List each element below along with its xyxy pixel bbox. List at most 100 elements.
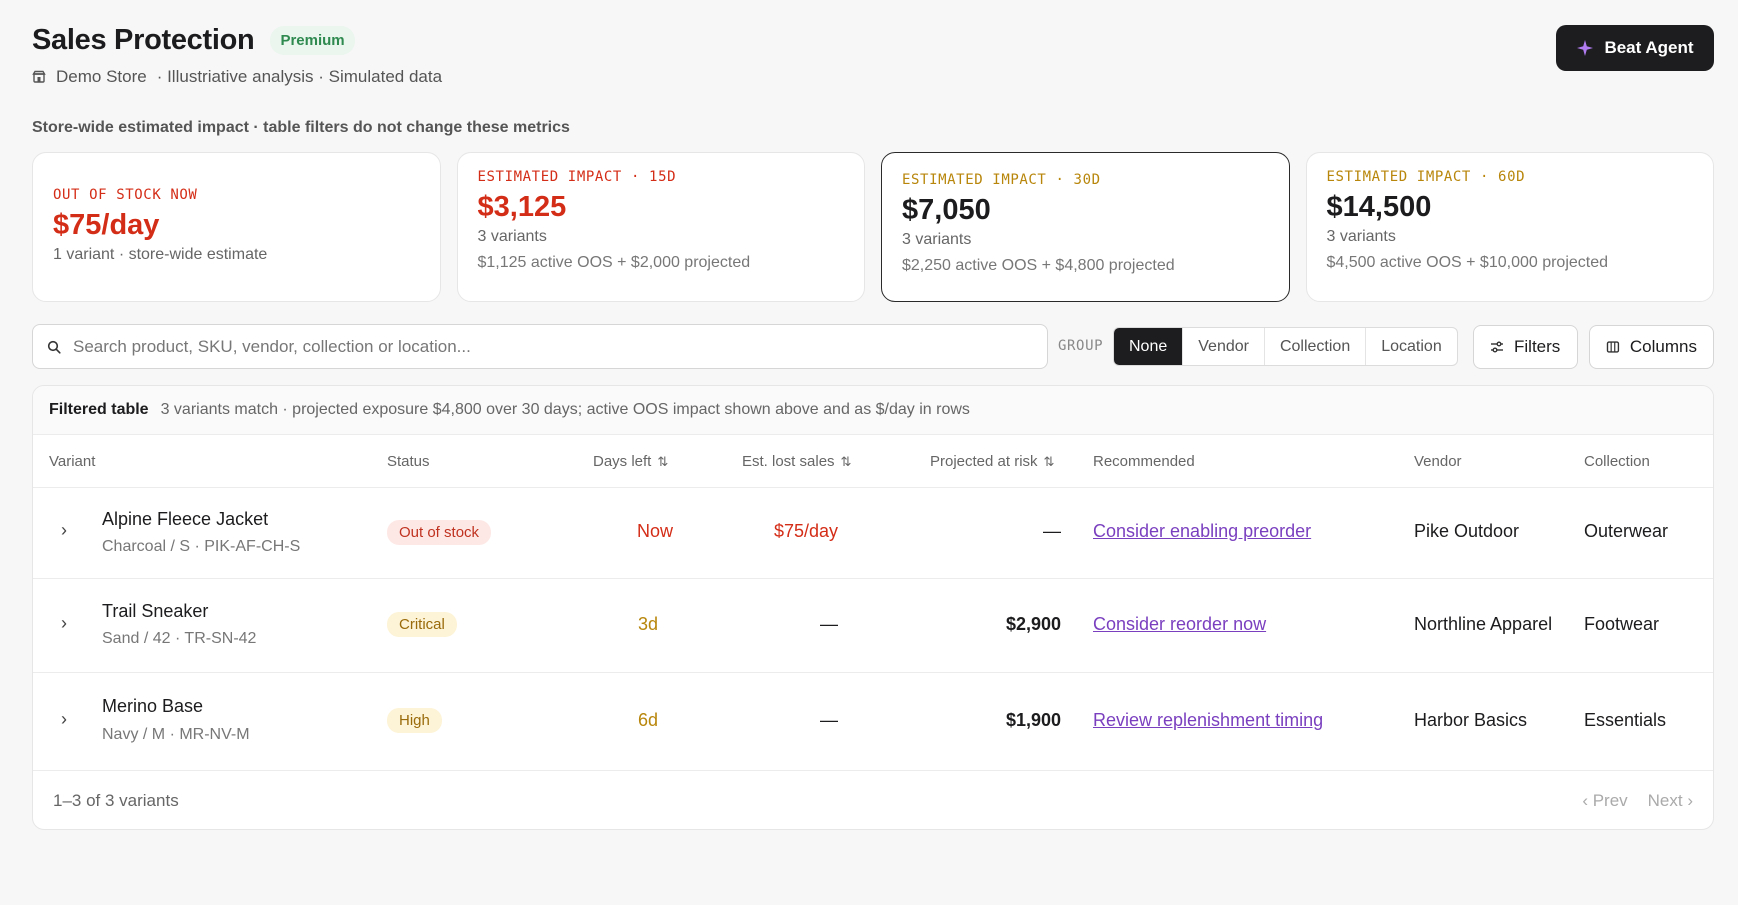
variant-sku: Charcoal / S · PIK-AF-CH-S [102, 538, 301, 555]
col-collection: Collection [1584, 453, 1650, 470]
table-row[interactable]: › Alpine Fleece Jacket Charcoal / S · PI… [33, 488, 1713, 579]
group-option-collection[interactable]: Collection [1263, 328, 1365, 365]
card-breakdown: $1,125 active OOS + $2,000 projected [477, 254, 751, 271]
status-badge: Out of stock [387, 520, 492, 545]
premium-badge: Premium [270, 26, 355, 55]
card-sub: 3 variants [1326, 228, 1396, 245]
card-breakdown: $2,250 active OOS + $4,800 projected [902, 257, 1175, 274]
days-left: Now [636, 521, 673, 541]
est-lost-sales: — [820, 710, 838, 730]
card-label: OUT OF STOCK NOW [53, 187, 198, 203]
chevron-right-icon[interactable]: › [61, 709, 67, 729]
table-title: Filtered table [49, 401, 149, 418]
collection: Outerwear [1584, 521, 1669, 541]
search-icon [47, 340, 61, 354]
projected-at-risk: — [1043, 521, 1061, 541]
col-days-left[interactable]: Days left ⇅ [593, 453, 669, 470]
vendor: Harbor Basics [1414, 710, 1528, 730]
table-header: Variant Status Days left ⇅ Est. lost sale… [33, 435, 1713, 488]
page-subtitle: Demo Store · Illustriative analysis · Si… [32, 67, 1714, 87]
col-est-lost-sales[interactable]: Est. lost sales ⇅ [742, 453, 852, 470]
table-row[interactable]: › Merino Base Navy / M · MR-NV-M High 6d… [33, 673, 1713, 771]
est-lost-sales: — [820, 614, 838, 634]
store-icon [32, 70, 46, 83]
variant-sku: Navy / M · MR-NV-M [102, 726, 250, 743]
col-status: Status [387, 453, 430, 470]
col-recommended: Recommended [1093, 453, 1195, 470]
col-vendor: Vendor [1414, 453, 1462, 470]
card-value: $7,050 [902, 194, 991, 226]
metrics-note: Store-wide estimated impact · table filt… [32, 119, 570, 136]
card-label: ESTIMATED IMPACT · 30D [902, 172, 1101, 188]
vendor: Pike Outdoor [1414, 521, 1520, 541]
metric-cards: OUT OF STOCK NOW $75/day 1 variant · sto… [32, 152, 1714, 302]
card-label: ESTIMATED IMPACT · 15D [477, 169, 677, 185]
chevron-right-icon[interactable]: › [61, 520, 67, 540]
beat-agent-label: Beat Agent [1604, 38, 1694, 57]
group-selector: None Vendor Collection Location [1113, 327, 1458, 366]
card-sub: 3 variants [477, 228, 547, 245]
card-value: $3,125 [477, 191, 567, 223]
columns-button[interactable]: Columns [1589, 325, 1714, 369]
card-breakdown: $4,500 active OOS + $10,000 projected [1326, 254, 1609, 271]
recommendation-link[interactable]: Consider enabling preorder [1093, 521, 1312, 541]
col-variant: Variant [49, 453, 96, 470]
variant-name: Trail Sneaker [102, 601, 209, 621]
beat-agent-button[interactable]: Beat Agent [1556, 25, 1714, 71]
est-lost-sales: $75/day [773, 521, 838, 541]
chevron-right-icon[interactable]: › [61, 613, 67, 633]
card-value: $75/day [53, 209, 160, 241]
col-projected-at-risk[interactable]: Projected at risk ⇅ [930, 453, 1055, 470]
metric-card-60d[interactable]: ESTIMATED IMPACT · 60D $14,500 3 variant… [1305, 152, 1714, 302]
next-page-button[interactable]: Next › [1647, 791, 1693, 810]
metric-card-oos[interactable]: OUT OF STOCK NOW $75/day 1 variant · sto… [32, 152, 441, 302]
search-input[interactable] [73, 336, 1033, 357]
page-header: Sales Protection Premium Demo Store · Il… [32, 24, 1714, 104]
days-left: 3d [637, 614, 658, 634]
vendor: Northline Apparel [1414, 614, 1553, 634]
filters-label: Filters [1514, 337, 1561, 356]
card-sub: 3 variants [902, 231, 972, 248]
projected-at-risk: $2,900 [1005, 614, 1061, 634]
sparkle-icon [1577, 40, 1594, 56]
group-label: GROUP [1058, 338, 1104, 354]
sort-icon: ⇅ [657, 453, 669, 469]
variant-sku: Sand / 42 · TR-SN-42 [102, 630, 257, 647]
group-option-vendor[interactable]: Vendor [1182, 328, 1264, 365]
variant-name: Alpine Fleece Jacket [102, 509, 269, 529]
pagination: ‹ Prev Next › [1582, 791, 1693, 811]
variants-table: Filtered table 3 variants match · projec… [32, 385, 1714, 830]
pagination-count: 1–3 of 3 variants [53, 791, 179, 810]
filters-button[interactable]: Filters [1473, 325, 1578, 369]
group-option-none[interactable]: None [1114, 328, 1183, 365]
table-summary: Filtered table 3 variants match · projec… [33, 386, 1713, 435]
card-sub: 1 variant · store-wide estimate [53, 246, 268, 263]
recommendation-link[interactable]: Review replenishment timing [1093, 710, 1324, 730]
card-value: $14,500 [1326, 191, 1432, 223]
table-footer: 1–3 of 3 variants ‹ Prev Next › [33, 771, 1713, 829]
table-row[interactable]: › Trail Sneaker Sand / 42 · TR-SN-42 Cri… [33, 579, 1713, 673]
metric-card-30d[interactable]: ESTIMATED IMPACT · 30D $7,050 3 variants… [881, 152, 1290, 302]
table-description: 3 variants match · projected exposure $4… [160, 401, 970, 418]
page-title: Sales Protection [32, 24, 255, 56]
store-name: Demo Store [56, 67, 147, 86]
search-box[interactable] [32, 324, 1048, 369]
collection: Footwear [1584, 614, 1660, 634]
card-label: ESTIMATED IMPACT · 60D [1326, 169, 1526, 185]
columns-icon [1606, 341, 1620, 353]
collection: Essentials [1584, 710, 1667, 730]
analysis-meta: · Illustriative analysis · Simulated dat… [156, 67, 443, 86]
status-badge: High [387, 708, 442, 733]
variant-name: Merino Base [102, 696, 204, 716]
projected-at-risk: $1,900 [1005, 710, 1061, 730]
days-left: 6d [637, 710, 658, 730]
sort-icon: ⇅ [1043, 453, 1055, 469]
status-badge: Critical [387, 612, 457, 637]
prev-page-button[interactable]: ‹ Prev [1582, 791, 1628, 810]
group-option-location[interactable]: Location [1365, 328, 1457, 365]
recommendation-link[interactable]: Consider reorder now [1093, 614, 1267, 634]
columns-label: Columns [1629, 337, 1697, 356]
sliders-icon [1491, 341, 1503, 353]
metric-card-15d[interactable]: ESTIMATED IMPACT · 15D $3,125 3 variants… [456, 152, 865, 302]
sort-icon: ⇅ [840, 453, 852, 469]
